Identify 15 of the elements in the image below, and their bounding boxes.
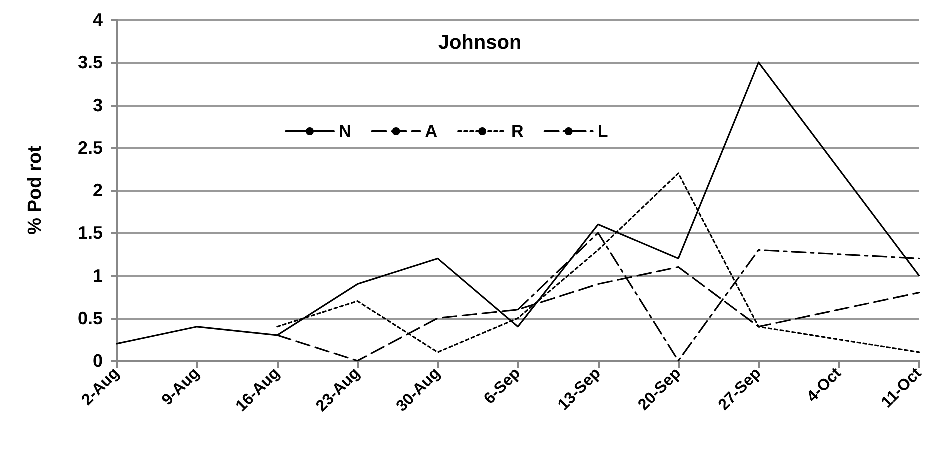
text: Johnson xyxy=(438,32,522,54)
legend-label: N xyxy=(339,122,352,141)
y-tick-label: 2 xyxy=(92,180,103,200)
y-tick-label: 3 xyxy=(92,95,103,116)
y-tick-label: 3.5 xyxy=(78,52,103,73)
y-tick-label: 1.5 xyxy=(78,223,103,244)
y-tick-label: 2.5 xyxy=(78,138,103,158)
legend-label: A xyxy=(425,122,438,141)
y-tick-label: 0.5 xyxy=(78,308,103,328)
y-tick-label: 1 xyxy=(92,266,103,286)
y-tick-label: 4 xyxy=(92,10,103,30)
y-axis-title: % Pod rot xyxy=(25,146,46,235)
legend-label: R xyxy=(512,122,524,141)
y-tick-label: 0 xyxy=(92,351,103,371)
legend-label: L xyxy=(598,122,608,141)
